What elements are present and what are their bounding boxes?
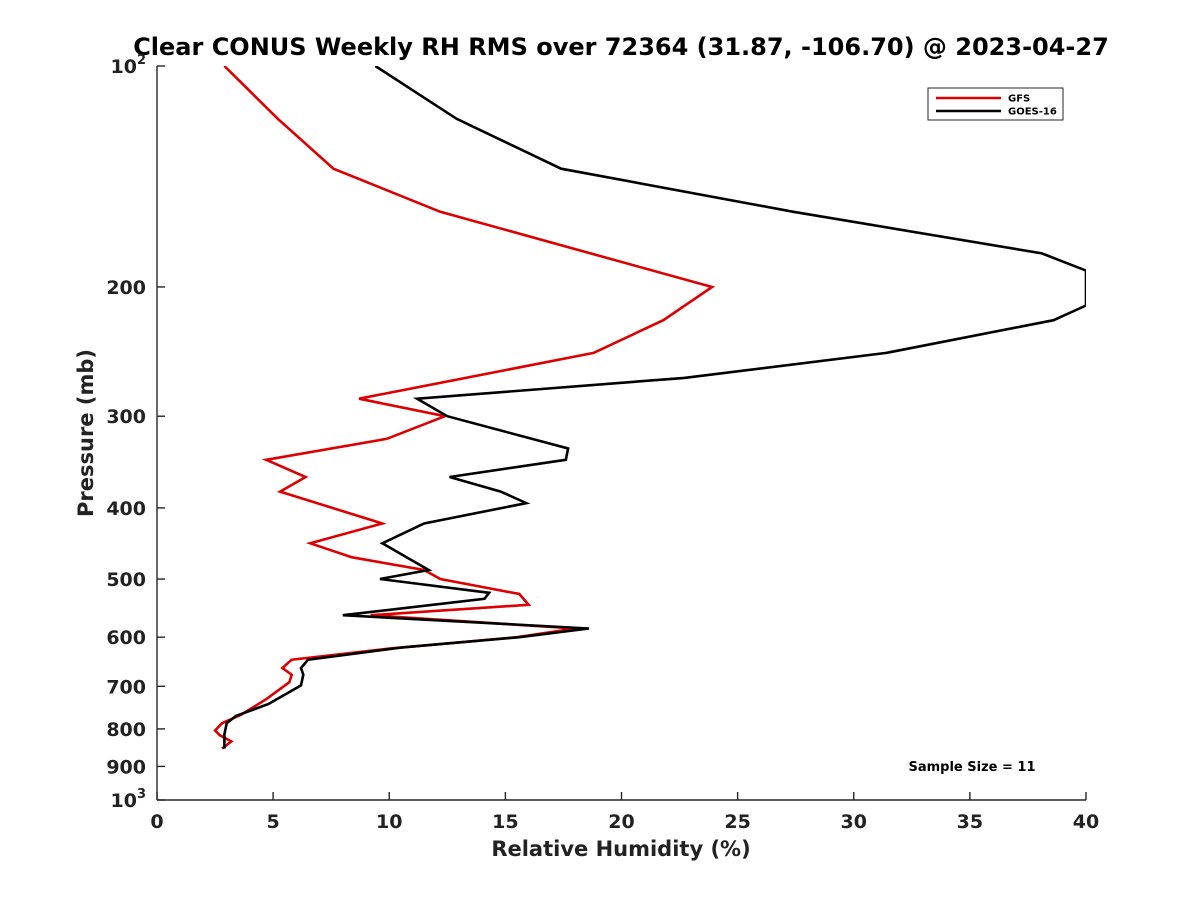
x-tick-label: 5	[267, 811, 280, 833]
legend-label-gfs: GFS	[1008, 94, 1030, 105]
x-tick-label: 10	[376, 811, 402, 833]
x-ticks: 0 5 10 15 20 25 30 35 40	[150, 792, 1099, 833]
x-tick-label: 30	[841, 811, 867, 833]
y-ticks: 102 200 300 400 500 600 700 800 900 103	[106, 53, 165, 812]
y-tick-label: 200	[106, 277, 146, 299]
x-tick-label: 35	[957, 811, 983, 833]
x-tick-label: 15	[492, 811, 518, 833]
sample-size-annotation: Sample Size = 11	[908, 760, 1035, 775]
series-line-gfs	[213, 66, 716, 750]
legend-label-goes16: GOES-16	[1008, 107, 1057, 118]
x-tick-label: 0	[150, 811, 163, 833]
y-tick-label: 700	[106, 676, 146, 698]
y-tick-label: 500	[106, 569, 146, 591]
y-axis-label: Pressure (mb)	[74, 349, 98, 517]
x-tick-label: 40	[1073, 811, 1099, 833]
legend: GFS GOES-16	[927, 87, 1064, 121]
legend-box	[927, 87, 1064, 121]
y-tick-label: 300	[106, 406, 146, 428]
chart-title: Clear CONUS Weekly RH RMS over 72364 (31…	[133, 33, 1109, 61]
y-tick-label: 900	[106, 756, 146, 778]
y-tick-label: 102	[111, 53, 147, 78]
x-axis-label: Relative Humidity (%)	[491, 837, 750, 861]
y-tick-label: 400	[106, 498, 146, 520]
x-tick-label: 25	[724, 811, 750, 833]
y-tick-label: 600	[106, 627, 146, 649]
series-line-goes16	[223, 66, 1086, 749]
y-tick-label: 103	[111, 787, 147, 812]
plot-series-layer	[213, 66, 1086, 750]
x-tick-label: 20	[608, 811, 634, 833]
y-tick-label: 800	[106, 719, 146, 741]
